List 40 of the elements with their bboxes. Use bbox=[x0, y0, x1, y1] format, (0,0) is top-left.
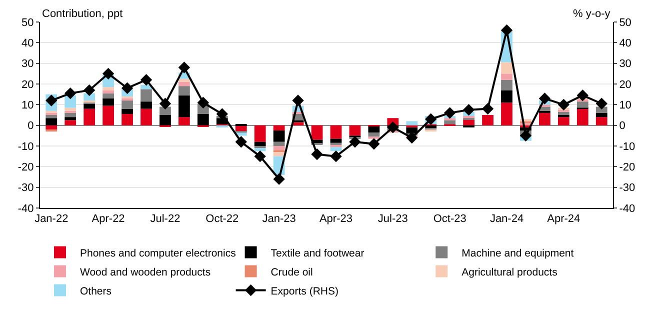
x-tick-label: Jan-22 bbox=[34, 213, 68, 226]
x-tick-label: Apr-22 bbox=[92, 213, 125, 226]
y2-tick-label: -40 bbox=[619, 202, 636, 215]
x-tick-label: Oct-23 bbox=[433, 213, 466, 226]
y2-tick-label: 40 bbox=[619, 38, 632, 50]
legend-label: Textile and footwear bbox=[270, 247, 365, 260]
y-tick-label: -10 bbox=[18, 140, 34, 153]
x-tick-label: Jan-24 bbox=[490, 213, 524, 226]
y2-tick-label: 50 bbox=[619, 16, 632, 29]
legend-label: Wood and wooden products bbox=[80, 266, 211, 278]
y-tick-label: 10 bbox=[22, 100, 34, 112]
x-tick-label: Oct-22 bbox=[206, 213, 239, 226]
y2-tick-label: -20 bbox=[619, 162, 636, 174]
y2-tick-label: 0 bbox=[619, 120, 626, 132]
y-tick-label: 50 bbox=[22, 16, 34, 29]
y-tick-label: 30 bbox=[22, 58, 34, 70]
y-tick-label: 0 bbox=[28, 120, 34, 132]
legend-label: Crude oil bbox=[270, 266, 313, 278]
legend-label: Agricultural products bbox=[462, 266, 558, 278]
y-axis-title: Contribution, ppt bbox=[42, 8, 123, 20]
legend-label: Others bbox=[80, 285, 112, 298]
y-tick-label: -20 bbox=[18, 162, 34, 174]
y2-tick-label: 30 bbox=[619, 58, 632, 70]
y2-tick-label: -30 bbox=[619, 182, 636, 194]
legend-label: Machine and equipment bbox=[462, 247, 574, 260]
y2-tick-label: -10 bbox=[619, 140, 636, 153]
x-tick-label: Jul-23 bbox=[378, 213, 408, 226]
y2-tick-label: 20 bbox=[619, 78, 632, 91]
x-tick-label: Jan-23 bbox=[262, 213, 296, 226]
x-tick-label: Apr-24 bbox=[547, 213, 580, 226]
x-tick-label: Jul-22 bbox=[150, 213, 180, 226]
y2-axis-title: % y-o-y bbox=[573, 8, 611, 20]
legend-label: Exports (RHS) bbox=[270, 285, 338, 298]
y-tick-label: 40 bbox=[22, 38, 34, 50]
y-tick-label: -30 bbox=[18, 182, 34, 194]
y-tick-label: -40 bbox=[18, 202, 34, 215]
y2-tick-label: 10 bbox=[619, 100, 632, 112]
y-tick-label: 20 bbox=[22, 78, 34, 91]
legend-label: Phones and computer electronics bbox=[80, 247, 236, 260]
x-tick-label: Apr-23 bbox=[319, 213, 353, 226]
